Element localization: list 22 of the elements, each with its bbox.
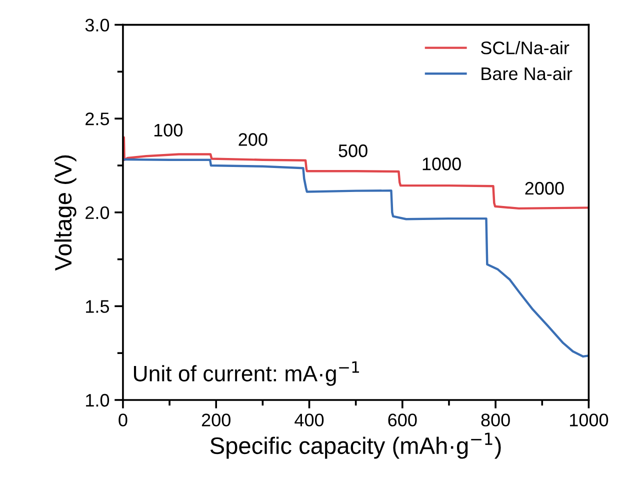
x-tick-label: 200 xyxy=(202,414,230,426)
x-tick-label: 0 xyxy=(118,414,128,426)
x-tick-label: 800 xyxy=(481,414,510,426)
annotation: 2000 xyxy=(525,182,564,195)
annotation: Unit of current: mA·g$^{−1}$ xyxy=(134,361,359,386)
annotation: 100 xyxy=(154,124,182,137)
x-tick-label: 600 xyxy=(388,414,417,426)
y-tick-label: 3.0 xyxy=(85,18,110,32)
x-tick-label: 1000 xyxy=(570,414,608,426)
x-axis-title: Specific capacity (mAh·g$^{−1}$) xyxy=(210,432,501,459)
y-tick-label: 1.0 xyxy=(86,394,110,407)
y-tick-label: 2.0 xyxy=(86,206,110,220)
y-axis-title: Voltage (V) xyxy=(54,155,76,271)
legend-label: Bare Na-air xyxy=(482,66,572,80)
legend-label: SCL/Na-air xyxy=(480,41,570,54)
y-tick-label: 2.5 xyxy=(86,112,110,126)
line-series xyxy=(122,158,589,358)
annotation: 1000 xyxy=(422,158,461,170)
x-tick-label: 400 xyxy=(294,414,324,426)
annotation: 200 xyxy=(238,133,268,146)
y-tick-label: 1.5 xyxy=(86,300,110,313)
annotation: 500 xyxy=(338,144,368,158)
